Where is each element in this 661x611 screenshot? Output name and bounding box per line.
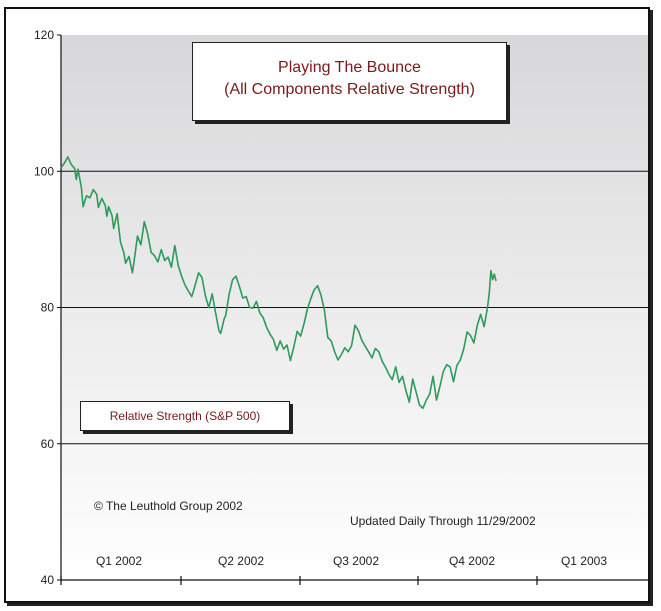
chart-svg: 120 100 80 60 40 Q1 2002 Q2 2002 Q3 2002 Q4 200… xyxy=(34,28,648,587)
x-quarter-label-q4-2002: Q4 2002 xyxy=(449,554,495,568)
y-tick-label-100: 100 xyxy=(34,164,54,178)
chart-subtitle: (All Components Relative Strength) xyxy=(224,81,475,98)
y-tick-label-40: 40 xyxy=(41,573,55,587)
x-quarter-label-q1-2002: Q1 2002 xyxy=(96,554,142,568)
chart-title: Playing The Bounce xyxy=(278,59,421,76)
y-tick-labels: 120 100 80 60 40 xyxy=(34,28,54,587)
y-tick-label-120: 120 xyxy=(34,28,54,42)
y-tick-label-80: 80 xyxy=(41,301,55,315)
x-quarter-label-q3-2002: Q3 2002 xyxy=(333,554,379,568)
copyright-note: © The Leuthold Group 2002 xyxy=(94,499,243,513)
legend-box: Relative Strength (S&P 500) xyxy=(80,401,290,431)
updated-note: Updated Daily Through 11/29/2002 xyxy=(350,514,536,528)
x-quarter-label-q2-2002: Q2 2002 xyxy=(218,554,264,568)
legend-label: Relative Strength (S&P 500) xyxy=(109,409,261,423)
y-tick-label-60: 60 xyxy=(41,437,55,451)
x-quarter-label-q1-2003: Q1 2003 xyxy=(561,554,607,568)
axes xyxy=(60,35,648,585)
x-quarter-labels: Q1 2002 Q2 2002 Q3 2002 Q4 2002 Q1 2003 xyxy=(96,554,607,568)
relative-strength-line xyxy=(60,156,497,410)
chart-title-box: Playing The Bounce (All Components Relat… xyxy=(192,42,507,121)
gridlines xyxy=(57,34,648,581)
